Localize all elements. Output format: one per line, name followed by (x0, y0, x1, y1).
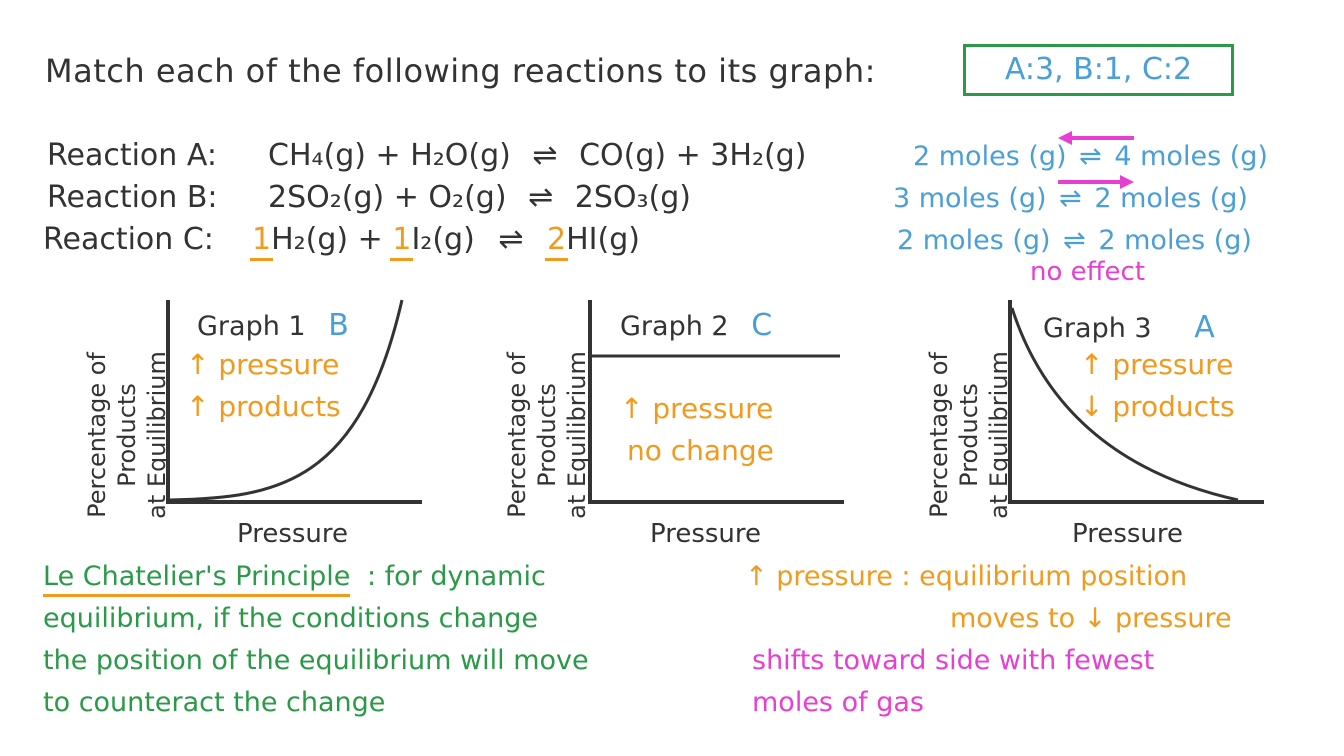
reaction-c-species-1: H₂(g) + (271, 222, 383, 257)
y-label-line: Products (533, 383, 561, 487)
graph-1-curve (169, 299, 404, 502)
reaction-c-species-2: I₂(g) (411, 222, 475, 257)
graph-2-axes (588, 300, 844, 504)
graph-2-note-1: ↑ pressure (620, 392, 774, 425)
y-label-line: Percentage of (925, 352, 953, 518)
y-label-line: Products (113, 383, 141, 487)
moles-c-right: 2 moles (g) (1098, 225, 1252, 256)
moles-b: 3 moles (g) ⇌ 2 moles (g) (893, 183, 1248, 214)
reaction-a-label: Reaction A: (47, 138, 217, 173)
graph-2-plot (588, 300, 844, 504)
graph-3-title: Graph 3 A (1043, 310, 1215, 345)
principle-line-4: to counteract the change (43, 687, 386, 718)
moles-c: 2 moles (g) ⇌ 2 moles (g) (897, 225, 1252, 256)
reaction-b-label: Reaction B: (47, 180, 218, 215)
equilibrium-arrow-icon: ⇌ (1059, 183, 1082, 214)
moles-a: 2 moles (g) ⇌ 4 moles (g) (913, 141, 1268, 172)
graph-2-title: Graph 2 C (620, 308, 772, 343)
principle-line-2: equilibrium, if the conditions change (43, 603, 539, 634)
moles-b-left: 3 moles (g) (893, 183, 1047, 214)
graph-1-title: Graph 1 B (197, 308, 349, 343)
shift-right-arrow-icon (1058, 175, 1134, 189)
equilibrium-arrow-icon: ⇌ (532, 138, 558, 173)
reaction-a-equation: CH₄(g) + H₂O(g) ⇌ CO(g) + 3H₂(g) (268, 138, 806, 173)
reaction-c-equation: 1H₂(g) + 1I₂(g) ⇌ 2HI(g) (252, 222, 640, 257)
answer-box: A:3, B:1, C:2 (963, 44, 1234, 96)
graph-3-note-1: ↑ pressure (1080, 348, 1234, 381)
principle-line-3: the position of the equilibrium will mov… (43, 645, 589, 676)
graph-2-x-label: Pressure (650, 519, 762, 549)
reaction-b-products: 2SO₃(g) (574, 180, 691, 215)
shift-left-arrow-icon (1058, 131, 1134, 145)
graph-3-curve (1010, 307, 1239, 502)
reaction-a-reactants: CH₄(g) + H₂O(g) (268, 138, 511, 173)
graph-1-note-1: ↑ pressure (186, 348, 340, 381)
graph-1-axes (166, 300, 422, 504)
pressure-note-line-2: moves to ↓ pressure (950, 603, 1232, 634)
graph-3-x-label: Pressure (1072, 519, 1184, 549)
graph-1-note-2: ↑ products (186, 390, 341, 423)
graph-1-title-text: Graph 1 (197, 311, 306, 342)
coefficient-hi: 2 (547, 222, 567, 257)
principle-block: Le Chatelier's Principle : for dynamic e… (43, 556, 589, 724)
principle-line-1-text: : for dynamic (366, 561, 546, 592)
moles-a-left: 2 moles (g) (913, 141, 1067, 172)
graph-3-note-2: ↓ products (1080, 390, 1235, 423)
graph-3-axes (1008, 300, 1264, 504)
reaction-b-equation: 2SO₂(g) + O₂(g) ⇌ 2SO₃(g) (268, 180, 691, 215)
reaction-b-reactants: 2SO₂(g) + O₂(g) (268, 180, 507, 215)
coefficient-h2: 1 (252, 222, 272, 257)
reaction-a-products: CO(g) + 3H₂(g) (579, 138, 807, 173)
equilibrium-arrow-icon: ⇌ (528, 180, 554, 215)
equilibrium-arrow-icon: ⇌ (498, 222, 524, 257)
shift-note-line-1: shifts toward side with fewest (752, 645, 1155, 676)
graph-2-match: C (751, 308, 773, 343)
reaction-c-label: Reaction C: (43, 222, 214, 257)
coefficient-i2: 1 (392, 222, 412, 257)
principle-term: Le Chatelier's Principle (43, 561, 351, 597)
y-label-line: Percentage of (503, 352, 531, 518)
moles-a-right: 4 moles (g) (1114, 141, 1268, 172)
pressure-note-line-1: ↑ pressure : equilibrium position (745, 561, 1188, 592)
question-text: Match each of the following reactions to… (45, 52, 876, 90)
graph-3-title-text: Graph 3 (1043, 313, 1152, 344)
graph-1-match: B (328, 308, 349, 343)
moles-b-right: 2 moles (g) (1094, 183, 1248, 214)
graph-3-match: A (1194, 310, 1215, 345)
equilibrium-arrow-icon: ⇌ (1079, 141, 1102, 172)
shift-note-line-2: moles of gas (752, 687, 924, 718)
moles-c-left: 2 moles (g) (897, 225, 1051, 256)
no-effect-note: no effect (1030, 257, 1146, 287)
equilibrium-arrow-icon: ⇌ (1063, 225, 1086, 256)
graph-1-x-label: Pressure (237, 519, 349, 549)
y-label-line: Products (955, 383, 983, 487)
graph-3-plot (1008, 300, 1264, 504)
graph-1-plot (166, 299, 422, 504)
y-label-line: Percentage of (83, 352, 111, 518)
graph-2-title-text: Graph 2 (620, 311, 729, 342)
principle-line-1: Le Chatelier's Principle : for dynamic (43, 556, 589, 598)
answer-text: A:3, B:1, C:2 (1004, 52, 1193, 87)
reaction-c-species-3: HI(g) (566, 222, 640, 257)
graph-2-note-2: no change (627, 434, 774, 467)
